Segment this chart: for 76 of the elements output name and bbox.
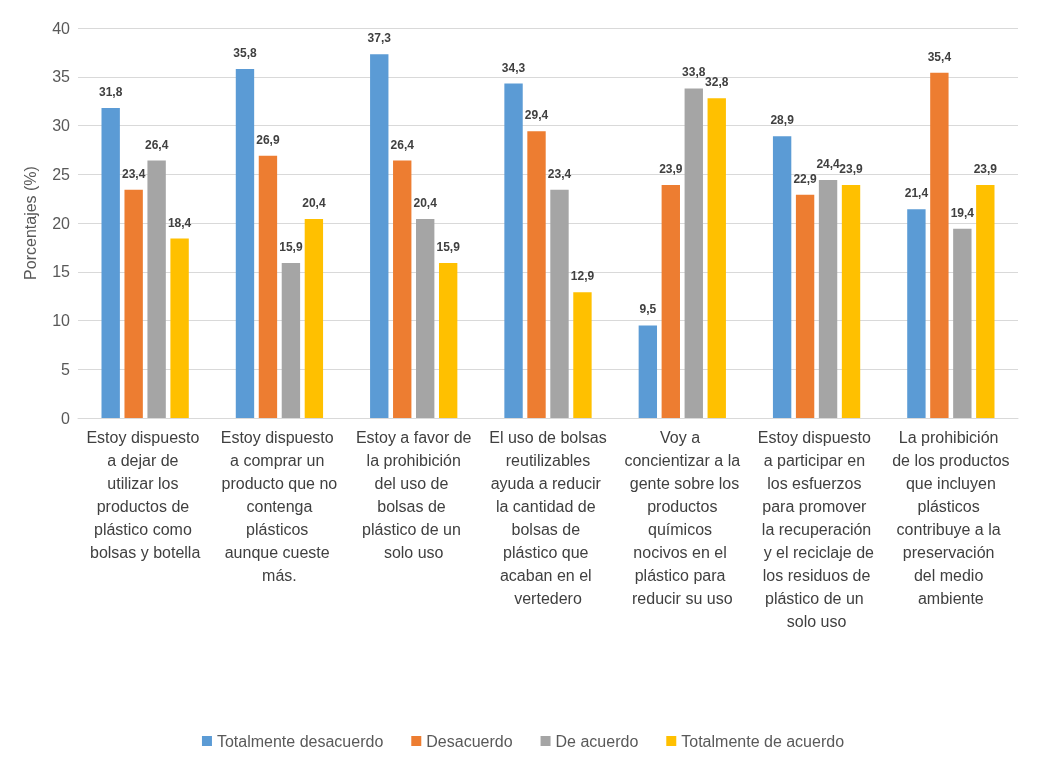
data-label: 18,4 [167,215,192,230]
legend-label: Desacuerdo [426,732,513,750]
bar [930,72,949,418]
bar [147,160,166,418]
bar [818,180,838,418]
y-tick-label: 25 [52,165,71,183]
bar [281,262,301,418]
data-label: 20,4 [413,196,438,211]
data-label: 21,4 [904,186,929,201]
bar [841,184,861,418]
bar [527,131,546,418]
bar [661,184,680,418]
data-label: 33,8 [682,65,706,80]
bar [170,238,189,418]
data-label: 26,9 [256,132,280,147]
y-tick-label: 35 [52,68,71,86]
legend-label: De acuerdo [555,732,639,750]
legend-label: Totalmente desacuerdo [216,732,384,750]
y-tick-label: 40 [52,19,71,37]
category-label: Estoy dispuesto a participar en los esfuerzos para promover la recuperación y el reciclaje de los residuos de plástico de un solo uso [757,429,874,630]
data-label: 20,4 [302,196,326,211]
y-tick-label: 5 [61,360,71,378]
data-label: 15,9 [436,239,461,254]
y-tick-label: 10 [52,312,71,329]
data-label: 26,4 [390,137,415,152]
data-label: 29,4 [524,108,549,123]
legend-label: Totalmente de acuerdo [681,732,845,750]
bar [573,292,592,418]
data-label: 19,4 [950,205,975,220]
data-label: 28,9 [770,113,795,128]
x-tick-label: Estoy a favor de la prohibición del uso de bolsas de plástico de un solo uso [355,429,472,561]
y-tick-label: 0 [61,409,71,427]
data-label: 23,4 [121,166,146,181]
bar [304,219,324,418]
data-label: 23,9 [659,161,683,176]
data-label: 34,3 [501,60,526,75]
data-label: 23,9 [973,161,998,176]
x-tick-label: Estoy dispuesto a comprar un producto que no contenga plásticos aunque cueste más. [220,429,339,584]
bar [393,160,412,418]
x-tick-label: El uso de bolsas reutilizables ayuda a reducir la cantidad de bolsas de plástico que acaban en el vertedero [489,429,607,607]
bar [795,194,815,418]
data-label: 35,4 [927,49,952,64]
data-label: 15,9 [279,239,303,254]
bar [550,189,569,418]
data-label: 23,9 [839,161,864,176]
bar [101,107,120,418]
bar [504,83,523,418]
data-label: 12,9 [570,269,595,284]
data-label: 22,9 [793,171,818,186]
x-tick-label: La prohibición de los productos que incluyen plásticos contribuye a la preservación del medio ambiente [892,429,1010,607]
y-tick-label: 15 [52,263,71,281]
bar [416,219,435,418]
data-label: 31,8 [99,84,123,99]
bar [438,262,458,418]
y-tick-label: 20 [52,214,71,232]
y-tick-label: 30 [52,117,71,134]
bar [684,88,703,418]
data-label: 23,4 [547,166,572,181]
bar [235,68,255,418]
bar [124,189,143,418]
bar [638,325,658,418]
bar [953,228,972,418]
data-label: 37,3 [367,31,392,46]
bar [976,184,995,418]
bar [707,98,726,418]
x-tick-label: Voy a concientizar a la gente sobre los productos químicos nocivos en el plástico para reducir su uso [624,429,741,607]
bar [258,155,278,418]
x-tick-label: Estoy dispuesto a dejar de utilizar los productos de plástico como bolsas y botella [86,429,204,561]
bar [907,209,926,418]
data-label: 26,4 [144,137,169,152]
bar [370,54,389,418]
bar [772,136,792,418]
data-label: 32,8 [705,75,729,90]
data-label: 9,5 [639,302,657,317]
y-axis-title: Porcentajes (%) [21,166,39,280]
data-label: 35,8 [233,45,257,60]
